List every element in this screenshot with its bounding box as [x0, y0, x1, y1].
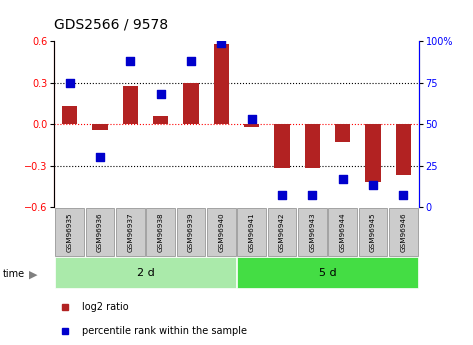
- Point: [157, 92, 165, 97]
- Bar: [92, 124, 107, 130]
- Bar: [274, 124, 289, 168]
- FancyBboxPatch shape: [359, 208, 387, 256]
- Point: [66, 80, 73, 86]
- Text: 5 d: 5 d: [319, 268, 336, 277]
- FancyBboxPatch shape: [237, 257, 418, 288]
- Bar: [214, 44, 229, 124]
- Point: [126, 59, 134, 64]
- Text: GSM96943: GSM96943: [309, 212, 315, 252]
- Text: GSM96940: GSM96940: [219, 212, 224, 252]
- Text: GSM96942: GSM96942: [279, 212, 285, 252]
- Text: GSM96944: GSM96944: [340, 212, 346, 252]
- Text: GSM96946: GSM96946: [401, 212, 406, 252]
- Text: GDS2566 / 9578: GDS2566 / 9578: [54, 17, 168, 31]
- Point: [369, 183, 377, 188]
- Point: [218, 40, 225, 46]
- Point: [187, 59, 195, 64]
- Text: GSM96939: GSM96939: [188, 212, 194, 252]
- Bar: [305, 124, 320, 168]
- FancyBboxPatch shape: [328, 208, 357, 256]
- FancyBboxPatch shape: [146, 208, 175, 256]
- Point: [308, 193, 316, 198]
- Point: [339, 176, 347, 181]
- Text: GSM96945: GSM96945: [370, 212, 376, 252]
- FancyBboxPatch shape: [207, 208, 236, 256]
- Bar: [184, 83, 199, 124]
- Text: GSM96935: GSM96935: [67, 212, 72, 252]
- Bar: [153, 116, 168, 124]
- FancyBboxPatch shape: [268, 208, 296, 256]
- Point: [278, 193, 286, 198]
- Text: 2 d: 2 d: [137, 268, 154, 277]
- Bar: [335, 124, 350, 142]
- Bar: [123, 86, 138, 124]
- Text: percentile rank within the sample: percentile rank within the sample: [82, 326, 247, 336]
- FancyBboxPatch shape: [298, 208, 327, 256]
- Text: GSM96938: GSM96938: [158, 212, 164, 252]
- Bar: [366, 124, 381, 182]
- Text: log2 ratio: log2 ratio: [82, 302, 128, 312]
- Bar: [244, 124, 259, 127]
- Text: ▶: ▶: [29, 269, 38, 279]
- Text: GSM96941: GSM96941: [249, 212, 254, 252]
- Point: [400, 193, 407, 198]
- FancyBboxPatch shape: [389, 208, 418, 256]
- FancyBboxPatch shape: [86, 208, 114, 256]
- FancyBboxPatch shape: [116, 208, 145, 256]
- Text: GSM96937: GSM96937: [127, 212, 133, 252]
- FancyBboxPatch shape: [55, 208, 84, 256]
- Point: [96, 155, 104, 160]
- Text: time: time: [2, 269, 25, 279]
- Text: GSM96936: GSM96936: [97, 212, 103, 252]
- FancyBboxPatch shape: [237, 208, 266, 256]
- Point: [248, 117, 255, 122]
- Bar: [396, 124, 411, 175]
- FancyBboxPatch shape: [177, 208, 205, 256]
- FancyBboxPatch shape: [55, 257, 236, 288]
- Bar: [62, 106, 77, 124]
